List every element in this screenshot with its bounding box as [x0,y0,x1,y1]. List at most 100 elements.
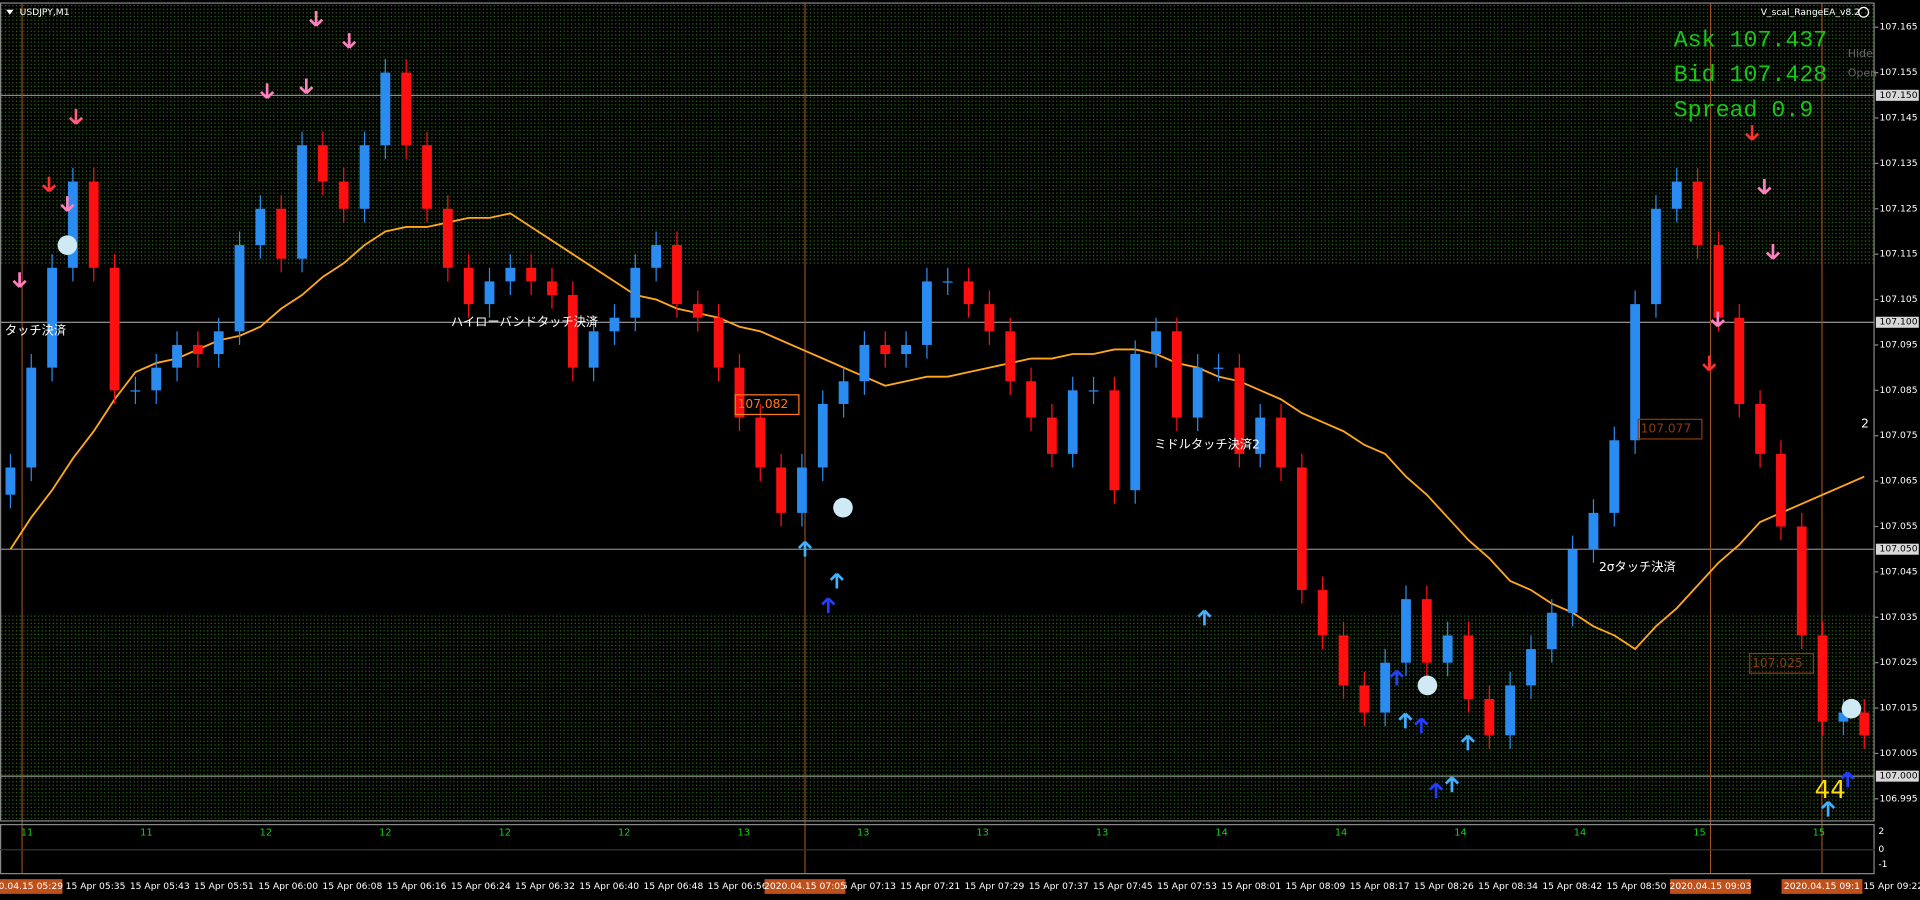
level-label-box [1875,316,1919,328]
candle-body [130,390,141,392]
y-tick-label: 107.165 [1880,22,1918,33]
candle-body [713,317,724,368]
symbol-menu[interactable] [6,9,14,15]
candle-body [755,417,766,468]
annotation: 107.025 [1752,656,1803,670]
y-tick-label: 107.075 [1880,430,1918,441]
candle-body [588,331,599,368]
candle-body [1442,635,1453,663]
candle-body [1067,390,1078,454]
sub-label: 14 [1574,828,1586,839]
x-tick-label: 15 Apr 06:48 [643,881,703,892]
annotation: タッチ決済 [5,323,66,338]
y-tick-label: 107.055 [1880,521,1918,532]
upper-zone [0,4,1875,265]
candle-body [151,367,162,391]
candle-body [47,267,57,368]
x-tick-label: 15 Apr 06:16 [387,881,447,892]
signal-arrow [1398,712,1413,729]
candle-body [1026,381,1036,418]
sub-label: 12 [379,828,391,839]
candle-body [505,267,516,282]
candle-body [1130,354,1141,491]
candle-body [859,344,870,382]
x-tick-label: 15 Apr 08:01 [1221,881,1281,892]
candle-body [1734,317,1745,404]
candle-body [1401,599,1411,663]
candle-body [1651,208,1661,305]
x-tick-label: 15 Apr 07:45 [1093,881,1153,892]
x-tick-label: 15 Apr 06:56 [708,881,768,892]
signal-arrow [60,196,75,212]
signal-arrow [797,541,813,557]
hide-button[interactable]: Hide [1848,47,1873,60]
candle-body [213,331,224,355]
signal-arrow [821,597,836,614]
candle-body [651,245,662,268]
y-tick-label: 107.095 [1880,339,1918,350]
sub-label: 12 [499,828,511,839]
candle-body [963,281,974,305]
cursor-label: 2020.04.15 07:05 [764,881,846,892]
cursor-label: 2020.04.15 09:03 [1669,881,1751,892]
candle-body [88,181,99,268]
ea-icon[interactable] [1858,6,1870,18]
level-label: 107.100 [1880,317,1918,328]
x-tick-label: 15 Apr 08:09 [1286,881,1346,892]
open-button[interactable]: Open [1848,67,1877,80]
level-label-box [1875,89,1919,101]
x-tick-label: 15 Apr 06:32 [515,881,575,892]
candle-body [1317,590,1328,636]
candle-body [401,72,412,146]
candle-body [1755,403,1766,454]
candle-body [1505,685,1516,736]
candle-body [609,317,620,332]
candle-body [922,281,932,345]
candle-body [1109,390,1120,491]
candle-body [1692,181,1703,246]
candle-body [338,181,349,209]
ask: Ask 107.437 [1674,28,1828,54]
signal-arrow [68,109,84,125]
signal-arrow [1702,355,1717,372]
signal-arrow [12,272,27,288]
x-tick-label: 15 Apr 05:35 [66,881,126,892]
signal-arrow [1821,800,1836,817]
y-tick-label: 107.035 [1880,612,1918,623]
x-tick-label: 15 Apr 08:50 [1607,881,1667,892]
symbol: USDJPY,M1 [20,7,70,18]
candle-body [1192,367,1203,418]
sub-label: 13 [1096,828,1108,839]
candle-body [567,295,578,368]
candle-body [1671,181,1682,209]
sub-label: 14 [1215,828,1227,839]
y-tick-label: 107.045 [1880,566,1918,577]
candle-body [1588,512,1599,550]
x-tick-label: 15 Apr 07:13 [836,881,896,892]
candle-body [1088,390,1099,392]
cursor-label-box [764,879,846,894]
sub-label: 14 [1335,828,1347,839]
sub-label: 15 [1693,828,1705,839]
y-tick-label: 107.145 [1880,113,1918,124]
candle-body [255,208,266,246]
candle-body [1276,417,1286,468]
cursor-label: 2020.04.15 09:1 [1784,881,1860,892]
x-tick-label: 15 Apr 06:24 [451,881,511,892]
candle-body [1776,453,1786,527]
sub-label: 13 [976,828,988,839]
x-tick-label: 15 Apr 08:42 [1542,881,1602,892]
sub-y-label: 2 [1878,826,1884,837]
candle-body [880,344,891,355]
candle-body [26,367,37,468]
candle-body [1234,367,1245,454]
spread: Spread 0.9 [1674,98,1814,124]
signal-arrow [1389,669,1404,686]
signal-arrow [260,83,275,100]
candle-body [109,267,120,391]
y-tick-label: 107.125 [1880,203,1918,214]
moving-average [9,212,1865,651]
y-tick-label: 107.025 [1880,657,1918,668]
candle-body [422,145,432,209]
candle-body [1046,417,1057,454]
